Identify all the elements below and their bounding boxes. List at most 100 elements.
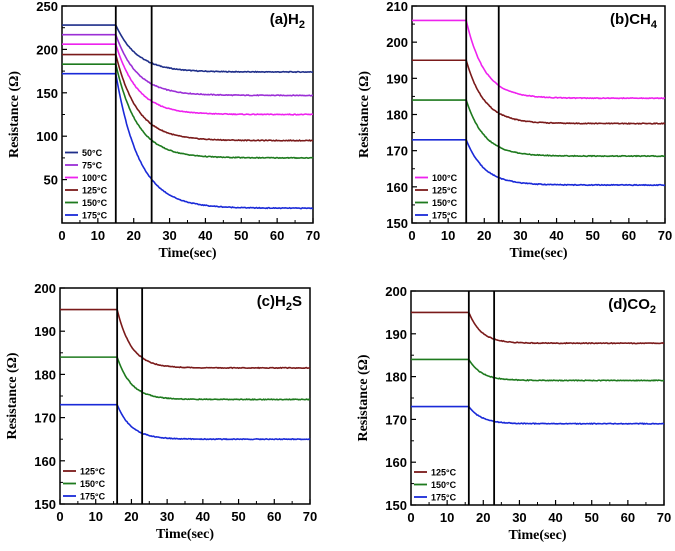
legend: 125°C 150°C 175°C [414, 468, 457, 503]
y-tick-label: 200 [385, 284, 407, 299]
legend-label: 100°C [432, 173, 458, 183]
legend-label: 50°C [82, 148, 103, 158]
x-tick-label: 0 [408, 228, 415, 243]
y-tick-label: 200 [34, 281, 56, 296]
y-tick-label: 210 [386, 0, 408, 14]
y-tick-label: 150 [385, 498, 407, 513]
x-tick-label: 50 [231, 509, 245, 524]
legend-label: 100°C [82, 173, 108, 183]
panel-title-subscript: 2 [286, 301, 292, 313]
y-axis-label: Resistance (Ω) [357, 71, 372, 158]
y-tick-label: 250 [36, 0, 58, 14]
legend-label: 150°C [432, 198, 458, 208]
panel-title-subscript: 4 [651, 19, 658, 31]
panel-title: (a)H2 [270, 11, 305, 31]
series-line [411, 405, 665, 426]
chart-panel-3: 0 10 20 30 40 50 60 70 150 160 170 180 190 200 Time(se… [5, 281, 317, 542]
x-tick-label: 50 [585, 228, 599, 243]
y-tick-label: 180 [34, 367, 56, 382]
x-tick-label: 10 [440, 510, 454, 525]
legend-label: 175°C [431, 493, 457, 503]
x-tick-label: 0 [56, 509, 63, 524]
legend-label: 150°C [431, 480, 457, 490]
series-line [60, 356, 311, 401]
panel-title-main: (d)CO [608, 296, 650, 313]
legend-label: 125°C [80, 467, 106, 477]
y-tick-label: 190 [386, 71, 408, 86]
x-tick-label: 60 [622, 228, 636, 243]
x-tick-label: 20 [126, 228, 140, 243]
panel-title-subscript: 2 [299, 19, 305, 31]
chart-panel-1: 0 10 20 30 40 50 60 70 50 100 150 200 250 Time(sec) Re… [7, 0, 320, 261]
x-tick-label: 10 [91, 228, 105, 243]
y-tick-label: 150 [36, 86, 58, 101]
x-tick-label: 40 [196, 509, 210, 524]
x-tick-label: 50 [234, 228, 248, 243]
series-line [412, 59, 666, 125]
x-axis-label: Time(sec) [509, 246, 567, 261]
chart-panel-4: 0 10 20 30 40 50 60 70 150 160 170 180 190 200 Time(se… [356, 284, 671, 543]
x-tick-label: 40 [549, 228, 563, 243]
x-axis-label: Time(sec) [156, 527, 214, 542]
x-tick-label: 30 [512, 510, 526, 525]
panel-title: (b)CH4 [610, 11, 658, 31]
series-line [60, 308, 311, 370]
legend-label: 125°C [82, 186, 108, 196]
x-tick-label: 10 [441, 228, 455, 243]
series-line [62, 33, 314, 97]
legend-label: 150°C [80, 479, 106, 489]
y-tick-label: 190 [385, 327, 407, 342]
series-line [412, 19, 666, 100]
panel-title-main: (b)CH [610, 11, 651, 28]
panel-title-main: (a)H [270, 11, 299, 28]
x-tick-label: 60 [267, 509, 281, 524]
y-tick-label: 180 [385, 370, 407, 385]
x-tick-label: 60 [621, 510, 635, 525]
x-tick-label: 20 [124, 509, 138, 524]
x-tick-label: 40 [198, 228, 212, 243]
y-tick-label: 160 [385, 455, 407, 470]
x-tick-label: 40 [548, 510, 562, 525]
series-line [60, 403, 311, 441]
x-tick-label: 20 [477, 228, 491, 243]
series-line [62, 53, 314, 142]
y-tick-label: 170 [385, 412, 407, 427]
y-tick-label: 150 [386, 216, 408, 231]
x-tick-label: 30 [160, 509, 174, 524]
y-axis-label: Resistance (Ω) [356, 354, 371, 441]
x-tick-label: 60 [270, 228, 284, 243]
legend-label: 75°C [82, 161, 103, 171]
legend-label: 125°C [431, 468, 457, 478]
x-tick-label: 70 [657, 510, 671, 525]
y-tick-label: 160 [386, 180, 408, 195]
x-tick-label: 70 [658, 228, 672, 243]
x-tick-label: 0 [407, 510, 414, 525]
legend: 50°C 75°C 100°C 125°C 150°C 175°C [65, 148, 108, 221]
y-tick-label: 160 [34, 454, 56, 469]
x-tick-label: 50 [584, 510, 598, 525]
x-tick-label: 70 [306, 228, 320, 243]
chart-panel-2: 0 10 20 30 40 50 60 70 150 160 170 180 190 200 210 Time… [357, 0, 672, 261]
panel-title-tail: S [292, 293, 302, 310]
legend-label: 150°C [82, 198, 108, 208]
legend-label: 175°C [80, 492, 106, 502]
panel-title-subscript: 2 [650, 304, 656, 316]
panel-title: (d)CO2 [608, 296, 656, 316]
series-line [62, 72, 314, 210]
y-tick-label: 50 [44, 173, 58, 188]
series-line [62, 43, 314, 116]
legend: 125°C 150°C 175°C [63, 467, 106, 502]
y-tick-label: 200 [36, 42, 58, 57]
series-line [411, 358, 665, 382]
x-axis-label: Time(sec) [508, 528, 566, 543]
legend-label: 175°C [432, 211, 458, 221]
series-line [62, 24, 314, 74]
x-tick-label: 0 [58, 228, 65, 243]
y-tick-label: 100 [36, 129, 58, 144]
y-tick-label: 180 [386, 108, 408, 123]
x-axis-label: Time(sec) [158, 246, 216, 261]
x-tick-label: 30 [513, 228, 527, 243]
series-line [412, 139, 666, 187]
y-tick-label: 170 [386, 144, 408, 159]
